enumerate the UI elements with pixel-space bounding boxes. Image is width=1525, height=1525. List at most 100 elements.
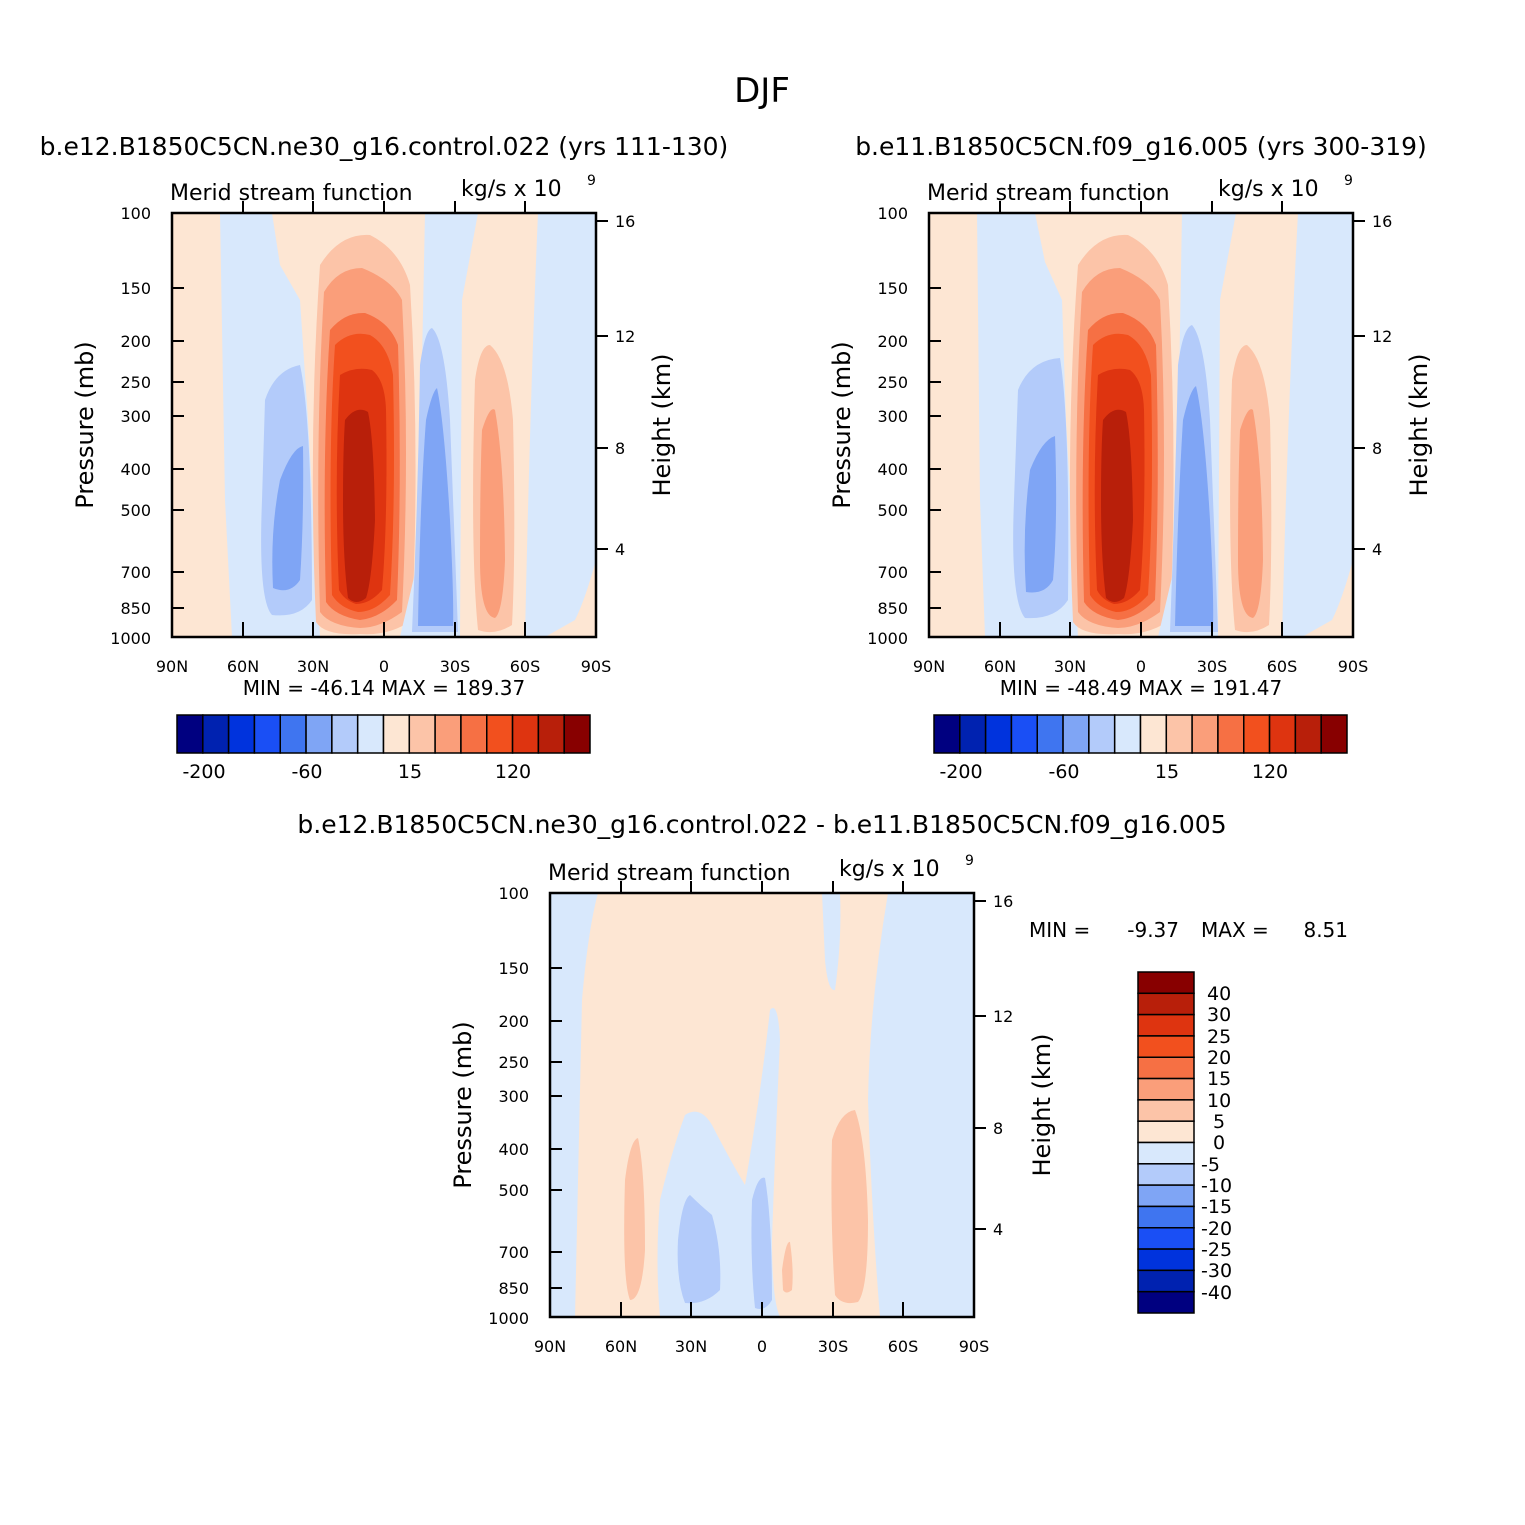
y-tick-label: 150 [120,279,151,298]
x-tick-label: 60S [1267,657,1298,676]
panel-subtitle-exponent: 9 [965,853,974,869]
y-tick-labels: 100 150 200 250 300 400 500 700 850 1000 [488,884,529,1328]
y-right-tick-label: 8 [993,1119,1003,1138]
y-tick-labels: 100 150 200 250 300 400 500 700 850 1000 [110,204,151,648]
colorbar-label: -5 [1201,1154,1220,1176]
contour-pos-south [831,1110,868,1304]
axis-ticks [172,201,608,637]
figure-title: DJF [734,71,790,111]
panel-subtitle-left: Merid stream function [927,181,1170,206]
x-tick-label: 30S [818,1337,849,1356]
y-right-tick-label: 8 [1372,439,1382,458]
colorbar-label: 30 [1207,1004,1231,1026]
y-tick-label: 850 [120,599,151,618]
colorbar-labels: 40 30 25 20 15 10 5 0 -5 -10 -15 -20 -25… [1201,983,1232,1304]
contour-pos-120 [343,409,375,602]
x-tick-labels: 90N 60N 30N 0 30S 60S 90S [156,657,611,676]
colorbar-label: -10 [1201,1175,1232,1197]
colorbar-label: -30 [1201,1260,1232,1282]
colorbar-label: -60 [291,761,322,783]
y-tick-label: 300 [120,407,151,426]
x-tick-labels: 90N 60N 30N 0 30S 60S 90S [913,657,1368,676]
y-tick-label: 850 [498,1279,529,1298]
contour-field [929,213,1353,637]
contour-neg-north-inner [1024,436,1057,593]
contour-neg-polar [525,213,596,637]
y-tick-label: 700 [877,563,908,582]
x-tick-label: 90S [1338,657,1369,676]
colorbar-swatch [1137,1227,1195,1250]
x-tick-label: 0 [757,1337,767,1356]
y-tick-label: 1000 [488,1309,529,1328]
colorbar-label: 0 [1213,1132,1225,1154]
y-right-tick-label: 16 [615,212,635,231]
colorbar-labels: -200 -60 15 120 [939,761,1288,783]
colorbar-swatch [1137,1099,1195,1122]
colorbar [1137,971,1195,1314]
colorbar-swatch [1217,714,1245,754]
colorbar-swatch [1137,1248,1195,1272]
y-right-tick-label: 12 [993,1007,1013,1026]
colorbar-swatch [1137,1120,1195,1144]
panel-title: b.e12.B1850C5CN.ne30_g16.control.022 - b… [297,810,1226,839]
colorbar-swatch [1137,1077,1195,1101]
x-tick-label: 30S [440,657,471,676]
y-tick-label: 500 [120,501,151,520]
contour-pos-120 [1101,409,1133,602]
panel-control: b.e12.B1850C5CN.ne30_g16.control.022 (yr… [40,132,729,783]
colorbar-label: -20 [1201,1218,1232,1240]
panel-subtitle-right: kg/s x 10 [461,177,562,202]
panel-subtitle-exponent: 9 [587,173,596,189]
y-right-tick-label: 16 [993,892,1013,911]
y-right-tick-label: 4 [1372,540,1382,559]
colorbar-label: 25 [1207,1026,1231,1048]
panel-subtitle-left: Merid stream function [548,861,791,886]
colorbar-swatch [1137,971,1195,995]
colorbar-swatch [1137,1056,1195,1080]
colorbar-swatch [486,714,514,754]
y-right-tick-label: 16 [1372,212,1392,231]
colorbar-swatch [1165,714,1193,754]
y-tick-label: 250 [498,1053,529,1072]
y-tick-label: 250 [120,373,151,392]
contour-neg-south-inner [418,388,454,626]
colorbar-label: -25 [1201,1239,1232,1261]
stats-min-value: -9.37 [1127,918,1179,942]
colorbar-swatch [1137,1184,1195,1208]
y-right-tick-labels: 16 12 8 4 [615,212,635,559]
x-tick-label: 90S [959,1337,990,1356]
colorbar-swatch [227,714,256,754]
x-tick-label: 30N [675,1337,707,1356]
contour-neg-equator [751,1177,772,1309]
colorbar-label: 5 [1213,1111,1225,1133]
panel-subtitle-exponent: 9 [1344,173,1353,189]
colorbar-swatch [356,714,385,754]
axis-ticks [550,881,986,1317]
y-axis-label: Pressure (mb) [828,341,856,508]
colorbar-label: -60 [1048,761,1079,783]
y-tick-label: 400 [498,1140,529,1159]
y-right-tick-labels: 16 12 8 4 [1372,212,1392,559]
colorbar-swatch [1137,1290,1195,1314]
y-right-tick-label: 12 [1372,327,1392,346]
contour-neg-north-inner [272,446,304,591]
y-axis-label: Pressure (mb) [71,341,99,508]
y-tick-label: 400 [120,460,151,479]
y-tick-label: 150 [498,959,529,978]
y-tick-label: 1000 [110,629,151,648]
contour-pos-north [624,1138,645,1300]
colorbar-swatch [382,714,411,754]
colorbar-label: -200 [182,761,225,783]
y-right-tick-labels: 16 12 8 4 [993,892,1013,1239]
y-right-axis-label: Height (km) [648,354,676,497]
colorbar-swatch [984,714,1013,754]
colorbar-swatch [253,714,281,754]
colorbar-label: 120 [1252,761,1288,783]
contour-neg-south [868,893,974,1317]
panel-subtitle-left: Merid stream function [170,181,413,206]
contour-neg-tropical-inner [677,1195,721,1304]
y-tick-label: 100 [498,884,529,903]
x-tick-label: 30N [1054,657,1086,676]
y-tick-label: 100 [877,204,908,223]
